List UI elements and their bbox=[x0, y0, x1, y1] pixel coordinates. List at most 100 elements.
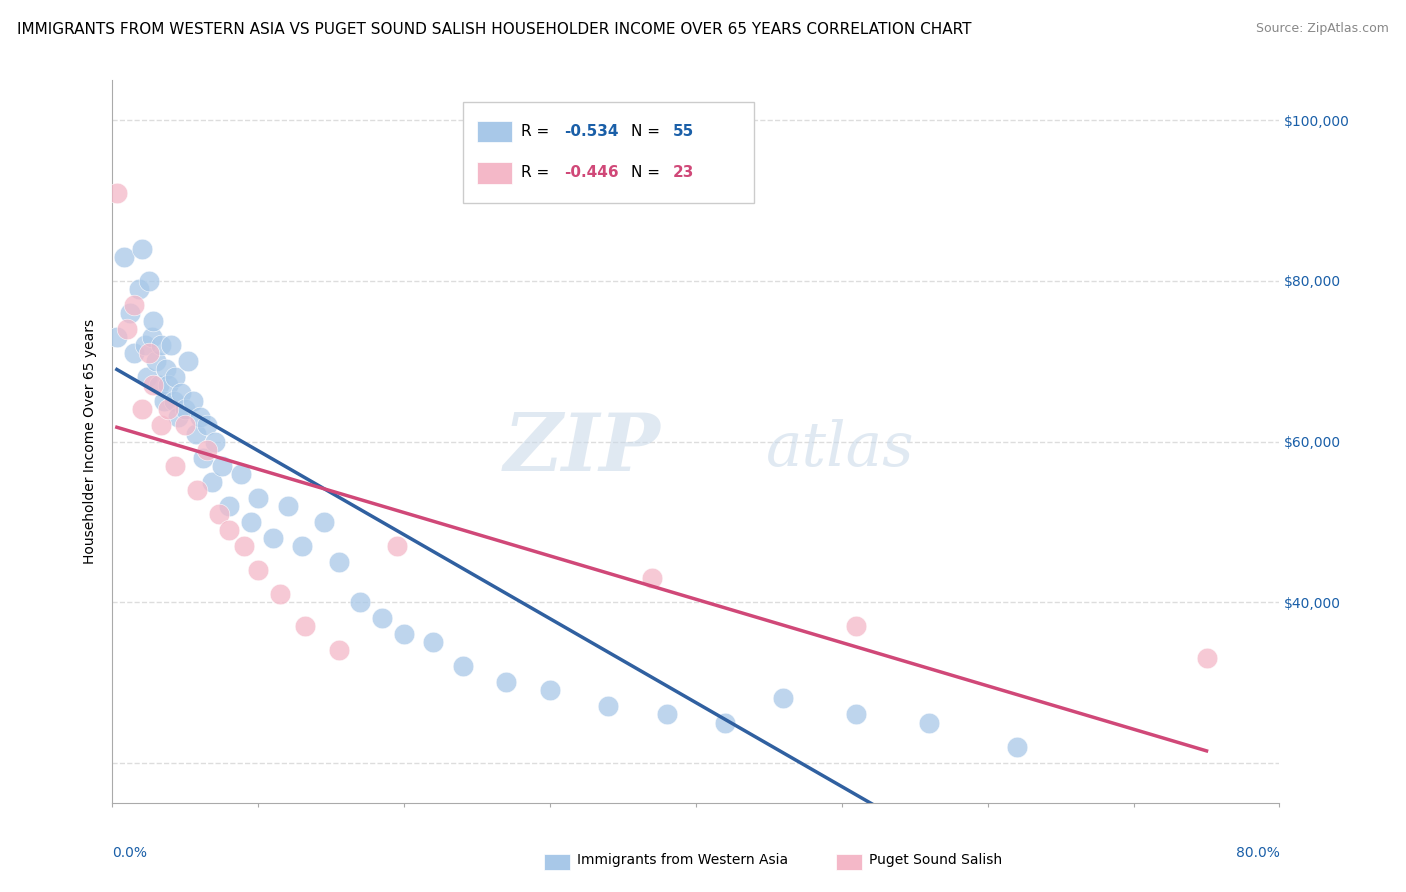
Y-axis label: Householder Income Over 65 years: Householder Income Over 65 years bbox=[83, 319, 97, 564]
Point bbox=[149, 418, 172, 433]
Text: atlas: atlas bbox=[766, 418, 914, 479]
Point bbox=[112, 250, 135, 264]
Point bbox=[138, 346, 160, 360]
FancyBboxPatch shape bbox=[477, 162, 512, 184]
Text: -0.446: -0.446 bbox=[564, 165, 619, 180]
Point bbox=[170, 386, 193, 401]
Point bbox=[131, 242, 153, 256]
Point bbox=[165, 370, 187, 384]
Point bbox=[141, 330, 163, 344]
Point bbox=[155, 362, 177, 376]
Point bbox=[294, 619, 316, 633]
Text: Puget Sound Salish: Puget Sound Salish bbox=[869, 853, 1002, 867]
Text: N =: N = bbox=[631, 124, 665, 139]
Point bbox=[131, 402, 153, 417]
Point bbox=[276, 499, 298, 513]
Point bbox=[655, 707, 678, 722]
Point bbox=[772, 691, 794, 706]
Point bbox=[495, 675, 517, 690]
Point bbox=[269, 587, 291, 601]
Point bbox=[204, 434, 226, 449]
Point bbox=[845, 707, 868, 722]
Point bbox=[145, 354, 167, 368]
Point bbox=[188, 410, 211, 425]
Point bbox=[136, 370, 159, 384]
Point bbox=[165, 458, 187, 473]
Point bbox=[845, 619, 868, 633]
Point bbox=[163, 394, 186, 409]
Point bbox=[167, 410, 190, 425]
Point bbox=[134, 338, 156, 352]
Point bbox=[422, 635, 444, 649]
Point bbox=[1195, 651, 1218, 665]
Text: IMMIGRANTS FROM WESTERN ASIA VS PUGET SOUND SALISH HOUSEHOLDER INCOME OVER 65 YE: IMMIGRANTS FROM WESTERN ASIA VS PUGET SO… bbox=[17, 22, 972, 37]
Point bbox=[174, 418, 197, 433]
Point bbox=[291, 539, 314, 553]
Point bbox=[160, 338, 183, 352]
Point bbox=[195, 442, 218, 457]
Point bbox=[218, 523, 240, 537]
Point bbox=[247, 491, 270, 505]
Point bbox=[918, 715, 941, 730]
Point bbox=[208, 507, 231, 521]
Point bbox=[174, 402, 197, 417]
Point bbox=[184, 426, 207, 441]
Point bbox=[142, 314, 165, 328]
Point bbox=[191, 450, 214, 465]
Point bbox=[232, 539, 254, 553]
Point bbox=[371, 611, 394, 625]
Point bbox=[211, 458, 233, 473]
Point bbox=[451, 659, 474, 673]
Point bbox=[115, 322, 138, 336]
Point bbox=[312, 515, 335, 529]
Point bbox=[124, 346, 146, 360]
Point bbox=[142, 378, 165, 392]
Point bbox=[598, 699, 620, 714]
Point bbox=[538, 683, 561, 698]
Point bbox=[186, 483, 208, 497]
FancyBboxPatch shape bbox=[463, 102, 755, 203]
Point bbox=[349, 595, 371, 609]
FancyBboxPatch shape bbox=[544, 855, 569, 870]
Text: N =: N = bbox=[631, 165, 665, 180]
Point bbox=[105, 186, 128, 200]
Point bbox=[201, 475, 224, 489]
Text: Immigrants from Western Asia: Immigrants from Western Asia bbox=[576, 853, 789, 867]
Point bbox=[181, 394, 204, 409]
Point bbox=[118, 306, 141, 320]
Point bbox=[177, 354, 200, 368]
Point bbox=[156, 378, 179, 392]
FancyBboxPatch shape bbox=[477, 120, 512, 143]
Text: R =: R = bbox=[520, 124, 554, 139]
Text: 0.0%: 0.0% bbox=[112, 847, 148, 860]
Point bbox=[156, 402, 179, 417]
Point bbox=[152, 394, 174, 409]
Point bbox=[328, 643, 350, 657]
Point bbox=[394, 627, 416, 641]
Text: R =: R = bbox=[520, 165, 554, 180]
Text: 23: 23 bbox=[672, 165, 695, 180]
Point bbox=[262, 531, 284, 545]
Point bbox=[641, 571, 664, 585]
Point bbox=[240, 515, 263, 529]
Text: 55: 55 bbox=[672, 124, 695, 139]
Point bbox=[328, 555, 350, 569]
Point bbox=[1005, 739, 1028, 754]
FancyBboxPatch shape bbox=[837, 855, 862, 870]
Point bbox=[195, 418, 218, 433]
Point bbox=[218, 499, 240, 513]
Point bbox=[128, 282, 150, 296]
Point bbox=[385, 539, 408, 553]
Point bbox=[247, 563, 270, 577]
Point bbox=[149, 338, 172, 352]
Point bbox=[714, 715, 737, 730]
Text: ZIP: ZIP bbox=[505, 410, 661, 488]
Text: 80.0%: 80.0% bbox=[1236, 847, 1279, 860]
Text: -0.534: -0.534 bbox=[564, 124, 619, 139]
Point bbox=[148, 378, 170, 392]
Point bbox=[229, 467, 252, 481]
Point bbox=[124, 298, 146, 312]
Text: Source: ZipAtlas.com: Source: ZipAtlas.com bbox=[1256, 22, 1389, 36]
Point bbox=[105, 330, 128, 344]
Point bbox=[138, 274, 160, 288]
